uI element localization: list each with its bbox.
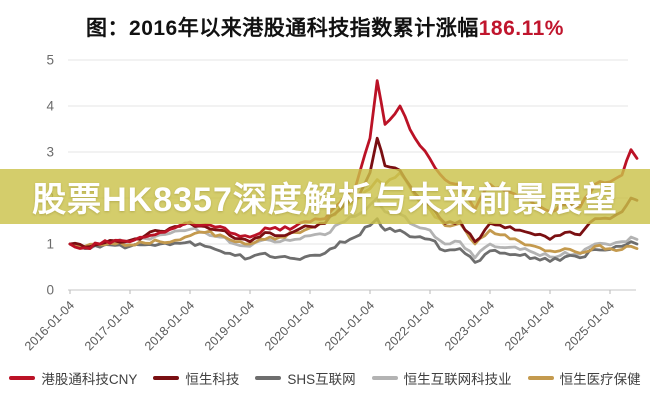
x-tick-label: 2024-01-04 bbox=[502, 298, 557, 353]
chart-title-highlight: 186.11% bbox=[478, 17, 564, 40]
legend-item-label: SHS互联网 bbox=[287, 372, 356, 387]
legend-item-label: 港股通科技CNY bbox=[41, 372, 138, 387]
y-tick-label: 3 bbox=[46, 145, 54, 160]
legend-line-swatch bbox=[9, 376, 36, 380]
legend-line-swatch bbox=[153, 376, 180, 380]
legend-item: SHS互联网 bbox=[255, 368, 356, 388]
x-axis-labels: 2016-01-04 2017-01-04 2018-01-04 2019-01-04… bbox=[22, 290, 617, 353]
y-tick-label: 1 bbox=[46, 237, 54, 252]
legend-item: 恒生互联网科技业 bbox=[371, 368, 512, 388]
overlay-banner-text: 股票HK8357深度解析与未来前景展望 bbox=[32, 181, 618, 219]
legend-item: 港股通科技CNY bbox=[9, 368, 137, 388]
legend-item: 恒生科技 bbox=[153, 368, 239, 388]
legend-item: 恒生医疗保健 bbox=[527, 368, 641, 388]
overlay-banner: 股票HK8357深度解析与未来前景展望 bbox=[0, 169, 650, 224]
legend-line-swatch bbox=[527, 376, 554, 380]
x-tick-label: 2023-01-04 bbox=[442, 298, 497, 353]
legend-line-swatch bbox=[371, 376, 398, 380]
y-tick-label: 0 bbox=[46, 283, 54, 298]
legend-item-label: 恒生医疗保健 bbox=[559, 372, 641, 387]
x-tick-label: 2016-01-04 bbox=[22, 298, 77, 353]
x-tick-label: 2018-01-04 bbox=[142, 298, 197, 353]
overlay-banner-background bbox=[0, 169, 650, 224]
legend-item-label: 恒生科技 bbox=[185, 372, 240, 387]
x-tick-label: 2017-01-04 bbox=[82, 298, 137, 353]
y-tick-label: 4 bbox=[46, 99, 54, 114]
chart-legend: 港股通科技CNY 恒生科技 SHS互联网 恒生互联网科技业 恒生医疗保健 bbox=[0, 368, 650, 388]
chart-title: 图：2016年以来港股通科技指数累计涨幅186.11% bbox=[0, 12, 650, 42]
legend-line-swatch bbox=[255, 376, 282, 380]
x-tick-label: 2019-01-04 bbox=[202, 298, 257, 353]
x-tick-label: 2022-01-04 bbox=[382, 298, 437, 353]
legend-item-label: 恒生互联网科技业 bbox=[403, 372, 512, 387]
x-tick-label: 2025-01-04 bbox=[562, 298, 617, 353]
x-tick-label: 2020-01-04 bbox=[262, 298, 317, 353]
y-tick-label: 5 bbox=[46, 53, 54, 68]
chart-title-text: 图：2016年以来港股通科技指数累计涨幅 bbox=[86, 17, 479, 40]
x-tick-label: 2021-01-04 bbox=[322, 298, 377, 353]
